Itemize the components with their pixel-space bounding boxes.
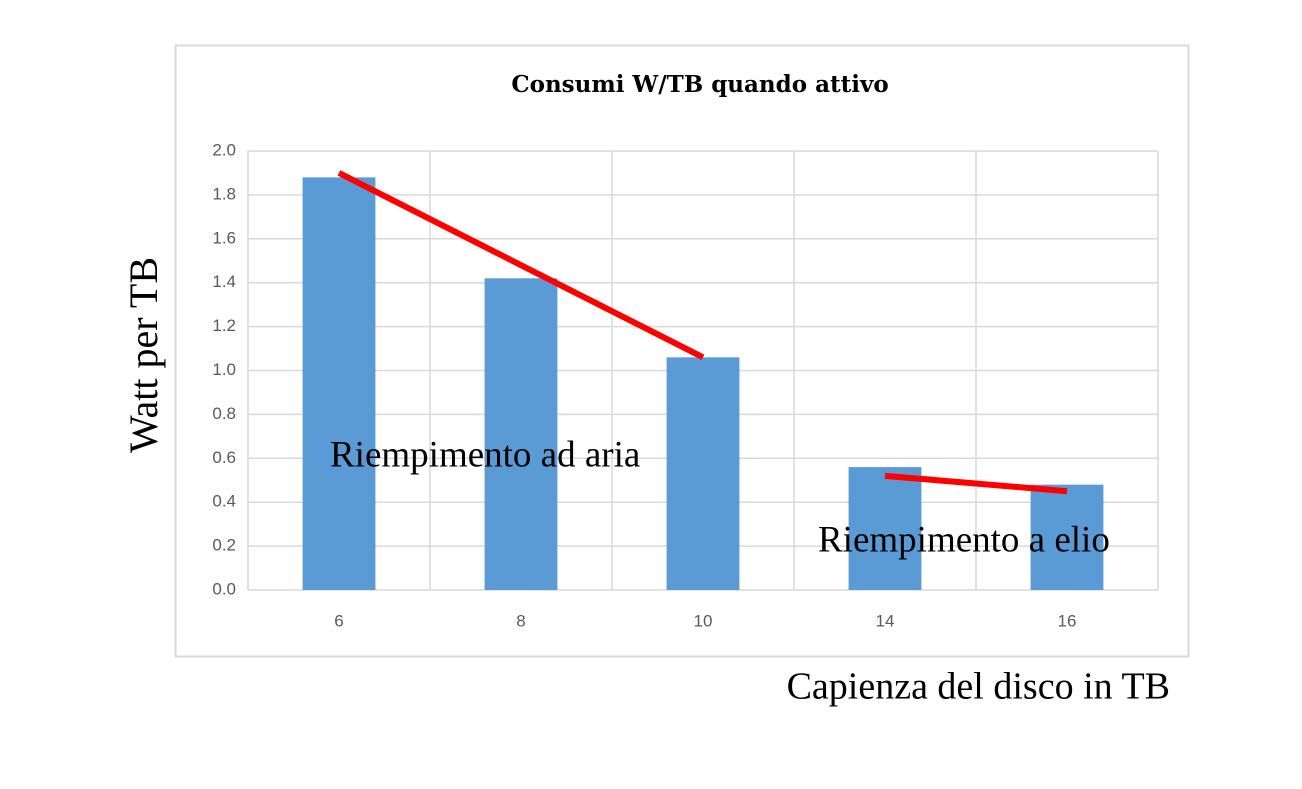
trend-line — [337, 170, 705, 361]
y-tick-label: 1.2 — [212, 316, 236, 335]
bar — [302, 177, 376, 590]
bar — [1030, 484, 1104, 590]
bar — [666, 357, 740, 590]
trend-line — [884, 472, 1068, 495]
y-tick-label: 0.6 — [212, 448, 236, 467]
bar — [484, 278, 558, 590]
y-tick-label: 2.0 — [212, 140, 236, 159]
y-axis-label: Watt per TB — [121, 257, 166, 453]
annotation: Riempimento a elio — [818, 519, 1110, 560]
bar — [848, 467, 922, 590]
plot: 0.0 0.2 0.4 0.6 0.8 1.0 1.2 1.4 1.6 1.8 2.0 6 8 10 14 1… — [212, 140, 1159, 630]
x-tick-label: 14 — [876, 611, 895, 630]
chart-title: Consumi W/TB quando attivo — [511, 71, 888, 98]
x-tick-label: 16 — [1058, 611, 1077, 630]
annotation: Riempimento ad aria — [330, 434, 640, 475]
x-axis-label: Capienza del disco in TB — [787, 666, 1170, 708]
y-tick-label: 0.4 — [212, 492, 236, 511]
y-tick-label: 0.8 — [212, 404, 236, 423]
y-tick-label: 1.6 — [212, 228, 236, 247]
x-tick-label: 10 — [694, 611, 713, 630]
y-tick-label: 0.0 — [212, 579, 236, 598]
y-tick-label: 1.8 — [212, 184, 236, 203]
y-tick-label: 0.2 — [212, 536, 236, 555]
y-tick-label: 1.4 — [212, 272, 236, 291]
x-tick-label: 6 — [334, 611, 343, 630]
x-tick-label: 8 — [516, 611, 525, 630]
y-tick-label: 1.0 — [212, 360, 236, 379]
